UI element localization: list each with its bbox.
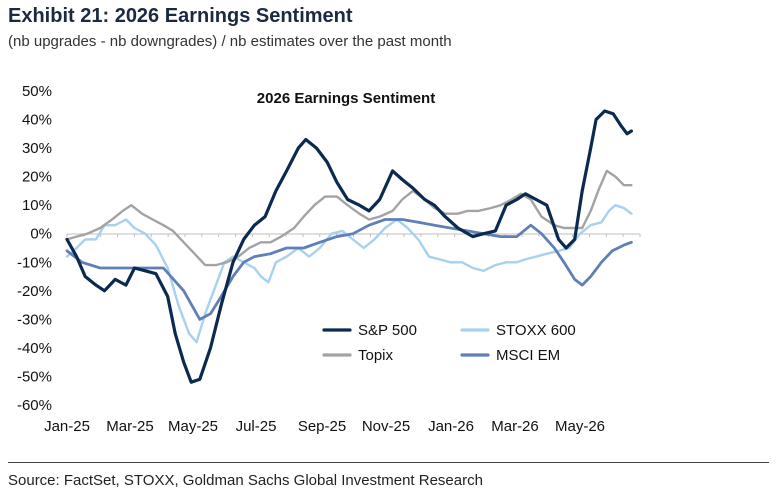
y-tick-label: -50% xyxy=(17,368,52,385)
y-tick-label: -40% xyxy=(17,340,52,357)
x-tick-label: Sep-25 xyxy=(298,418,346,435)
source-divider xyxy=(8,462,769,463)
exhibit-title: Exhibit 21: 2026 Earnings Sentiment xyxy=(8,5,353,27)
source-note: Source: FactSet, STOXX, Goldman Sachs Gl… xyxy=(8,472,483,489)
legend-label-topix: Topix xyxy=(358,347,394,364)
legend-label-stoxx-600: STOXX 600 xyxy=(496,322,576,339)
x-axis: Jan-25 Mar-25 May-25 Jul-25 Sep-25 Nov-25 Jan-… xyxy=(44,233,641,435)
x-tick-label: Jan-25 xyxy=(44,418,90,435)
series-lines xyxy=(65,109,634,384)
y-tick-label: 20% xyxy=(22,169,52,186)
x-tick-label: May-25 xyxy=(168,418,218,435)
y-tick-label: 10% xyxy=(22,197,52,214)
exhibit-subtitle: (nb upgrades - nb downgrades) / nb estim… xyxy=(8,33,452,50)
x-tick-label: Mar-26 xyxy=(491,418,539,435)
y-tick-label: 50% xyxy=(22,83,52,100)
y-axis-labels: 50% 40% 30% 20% 10% 0% -10% -20% -30% -40% -50% -60… xyxy=(17,83,52,414)
earnings-sentiment-chart: 50% 40% 30% 20% 10% 0% -10% -20% -30% -40% -50% -60… xyxy=(17,83,641,435)
legend: S&P 500 STOXX 600 Topix MSCI EM xyxy=(322,322,576,364)
series-line-stoxx-600 xyxy=(65,203,633,344)
x-tick-label: May-26 xyxy=(555,418,605,435)
legend-label-msci-em: MSCI EM xyxy=(496,347,560,364)
x-tick-label: Mar-25 xyxy=(106,418,154,435)
y-tick-label: 0% xyxy=(30,226,52,243)
x-tick-label: Nov-25 xyxy=(362,418,410,435)
y-tick-label: 40% xyxy=(22,112,52,129)
y-tick-label: -10% xyxy=(17,254,52,271)
chart-title: 2026 Earnings Sentiment xyxy=(257,90,435,107)
y-tick-label: 30% xyxy=(22,140,52,157)
series-line-topix xyxy=(65,169,633,267)
series-line-msci-em xyxy=(65,218,633,321)
series-line-s-p-500 xyxy=(65,109,634,384)
y-tick-label: -60% xyxy=(17,397,52,414)
x-tick-label: Jul-25 xyxy=(236,418,277,435)
y-tick-label: -30% xyxy=(17,311,52,328)
x-tick-label: Jan-26 xyxy=(428,418,474,435)
legend-label-s-p-500: S&P 500 xyxy=(358,322,417,339)
y-tick-label: -20% xyxy=(17,283,52,300)
